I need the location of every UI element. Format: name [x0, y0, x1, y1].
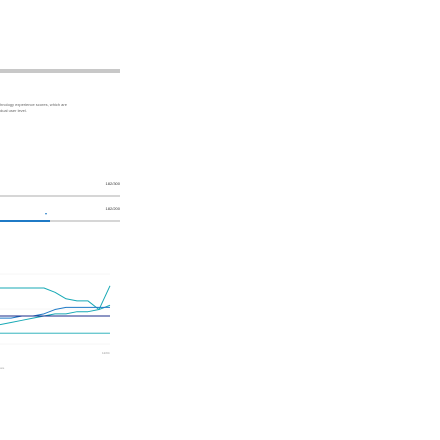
card-description: hnology experience scores, which are dua…: [0, 102, 120, 114]
progress-marker-icon: ▾: [44, 211, 47, 216]
description-line-2: dual user level.: [0, 108, 27, 113]
progress-track-1: [0, 195, 120, 197]
series-line-3: [0, 306, 110, 319]
page-title-placeholder: [0, 69, 120, 73]
line-chart: [0, 273, 111, 345]
description-line-1: hnology experience scores, which are: [0, 102, 67, 107]
progress-track-2: [0, 220, 120, 222]
series-line-1: [0, 285, 111, 311]
x-axis-right-label: 12/04: [102, 351, 110, 355]
score-value-2: 182/200: [105, 206, 120, 211]
legend-label: ore: [0, 366, 5, 370]
series-line-2: [0, 304, 111, 326]
score-value-1: 182/300: [105, 181, 120, 186]
progress-fill-2: [0, 220, 51, 222]
